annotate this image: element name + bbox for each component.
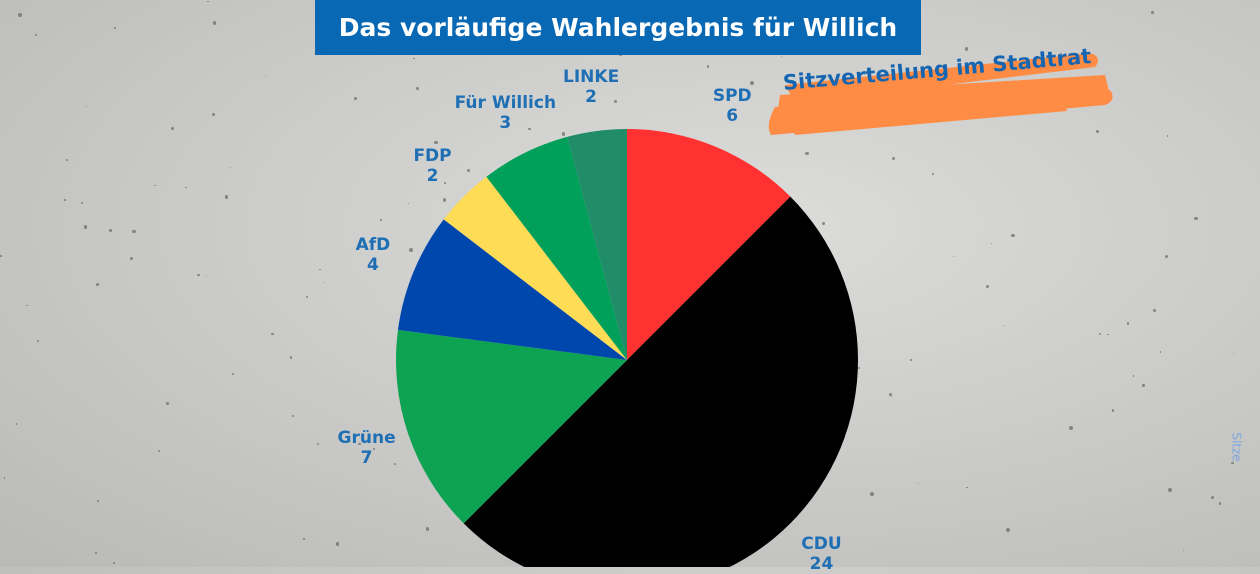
page-title: Das vorläufige Wahlergebnis für Willich [315,0,921,55]
slice-value: 7 [360,448,373,469]
slice-label: SPD 6 [713,86,752,126]
slice-label: CDU 24 [801,534,841,574]
subtitle-brush-banner: Sitzverteilung im Stadtrat [765,44,1115,140]
slice-category: Grüne [337,428,396,449]
slice-label: Für Willich 3 [455,93,556,133]
pie-slice-afd [397,219,627,360]
slice-category: Für Willich [454,93,557,114]
slice-category: FDP [413,145,452,166]
slice-category: AfD [355,234,391,255]
slice-category: SPD [712,85,752,106]
slice-label: FDP 2 [413,146,451,186]
pie-slice-linke [567,129,627,360]
pie-slice-f-r-willich [486,136,627,360]
slice-value: 24 [809,554,834,574]
slice-label: LINKE 2 [563,67,619,107]
slice-value: 4 [366,254,379,275]
series-name-label: Sitze [1229,432,1244,462]
pie-slice-cdu [463,196,858,567]
slice-value: 3 [499,113,512,134]
pie-slice-fdp [443,176,627,360]
pie-slice-spd [627,129,791,360]
pie-slice-gr-ne [395,329,627,524]
slice-value: 2 [426,165,439,186]
slice-category: LINKE [563,67,620,88]
slice-label: AfD 4 [356,235,391,275]
slice-label: Grüne 7 [338,428,396,468]
slice-category: CDU [801,534,842,555]
slice-value: 6 [726,105,739,126]
slice-value: 2 [585,87,598,108]
orange-brush-stroke [768,53,1113,135]
